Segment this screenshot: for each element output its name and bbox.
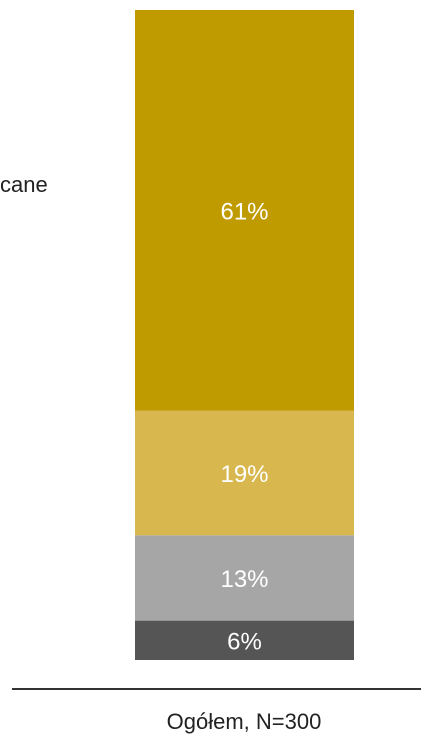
bar-segment-61pct — [135, 10, 354, 411]
bar-segment-13pct — [135, 535, 354, 621]
legend-entry-fragment: cane — [0, 172, 48, 197]
bar-segment-6pct — [135, 620, 354, 660]
data-label-61pct: 61% — [220, 198, 268, 225]
bar-segment-19pct — [135, 410, 354, 536]
data-label-6pct: 6% — [227, 628, 262, 655]
segment-labels-layer: 6% 13% 19% 61% — [220, 198, 268, 655]
data-label-19pct: 19% — [220, 461, 268, 488]
bars-layer — [135, 10, 354, 660]
category-label: Ogółem, N=300 — [167, 709, 322, 734]
data-label-13pct: 13% — [220, 566, 268, 593]
